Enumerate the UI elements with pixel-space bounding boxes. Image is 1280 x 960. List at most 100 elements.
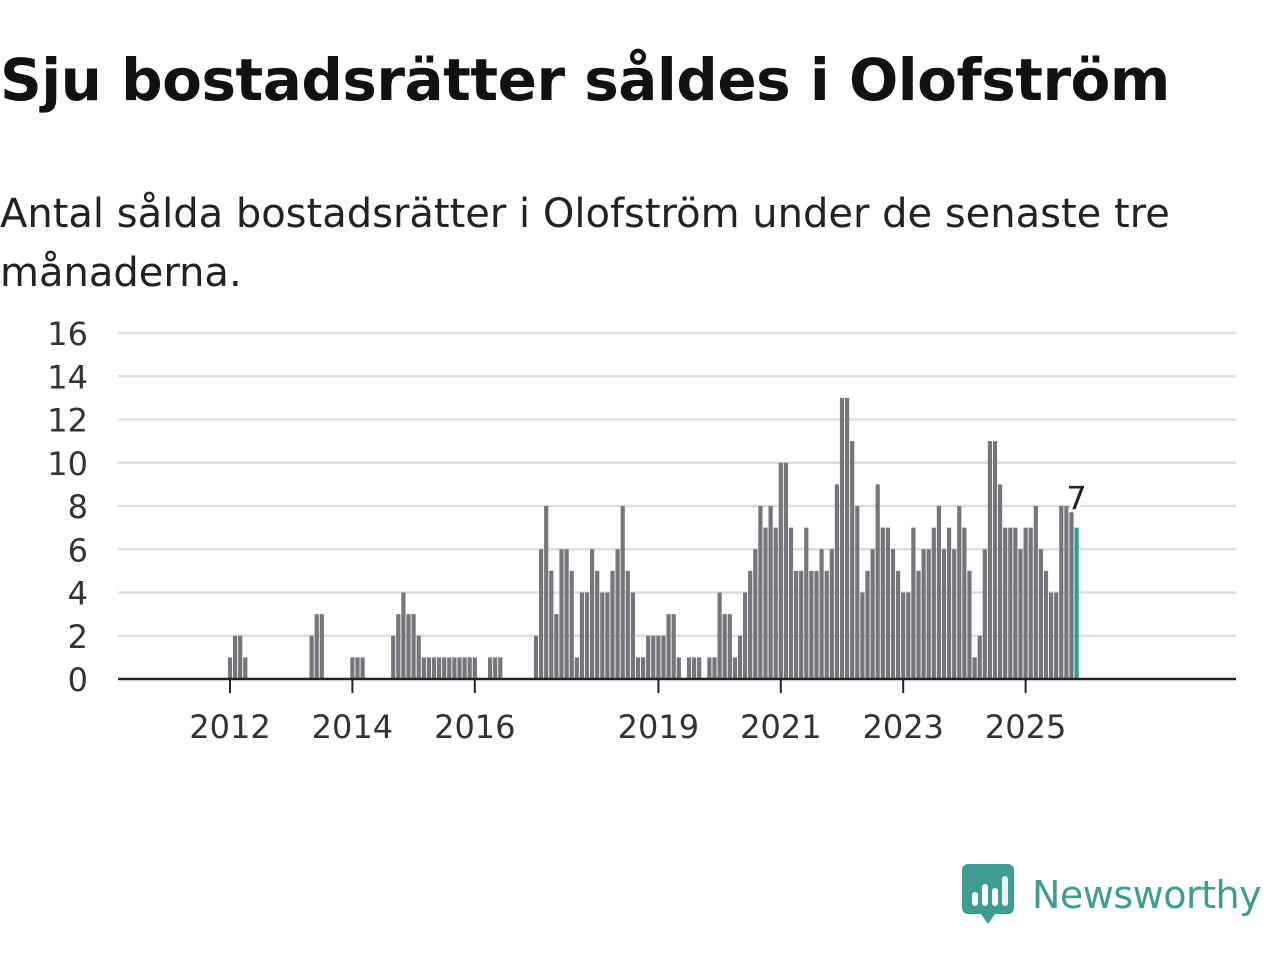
- bar: [1028, 527, 1033, 679]
- bar: [875, 484, 880, 679]
- bar: [625, 570, 630, 679]
- x-tick-label: 2021: [740, 708, 821, 746]
- bar: [406, 614, 411, 679]
- bar: [992, 441, 998, 679]
- brand-name: Newsworthy: [1032, 873, 1262, 917]
- bar: [671, 614, 676, 679]
- bar: [1049, 592, 1054, 679]
- bar: [906, 592, 911, 679]
- bar: [238, 635, 243, 679]
- bar: [309, 635, 314, 679]
- x-tick-label: 2012: [189, 708, 270, 746]
- bar: [620, 506, 625, 679]
- bar: [952, 549, 957, 679]
- bar: [916, 570, 921, 679]
- bar: [233, 635, 238, 679]
- bar: [314, 614, 319, 679]
- bar: [896, 570, 901, 679]
- y-axis-tick-labels: 0 2 4 6 8 10 12 14 16: [47, 315, 88, 699]
- bar: [676, 657, 681, 679]
- bar: [753, 549, 758, 679]
- bar: [411, 614, 416, 679]
- bar: [804, 527, 809, 679]
- bar: [564, 549, 569, 679]
- x-axis-tick-labels: 2012 2014 2016 2019 2021 2023 2025: [189, 679, 1066, 746]
- bar: [396, 614, 401, 679]
- bar: [635, 657, 641, 679]
- bar: [911, 527, 916, 679]
- bar: [982, 549, 987, 679]
- bar: [350, 657, 355, 679]
- bar: [457, 657, 462, 679]
- y-tick-label: 12: [47, 402, 88, 440]
- bar: [890, 549, 896, 679]
- bar: [610, 570, 615, 679]
- bar: [880, 527, 885, 679]
- bar: [921, 549, 926, 679]
- y-tick-label: 0: [68, 661, 88, 699]
- x-tick-label: 2014: [312, 708, 393, 746]
- bar: [768, 506, 773, 679]
- bar: [1008, 527, 1013, 679]
- bar: [1018, 549, 1023, 679]
- bar: [1043, 570, 1049, 679]
- bar: [656, 635, 661, 679]
- bar: [421, 657, 426, 679]
- bar: [569, 570, 574, 679]
- bar: [641, 657, 646, 679]
- bar: [488, 657, 493, 679]
- bar: [778, 462, 783, 679]
- bar: [319, 614, 324, 679]
- y-tick-label: 6: [68, 531, 88, 569]
- bar: [544, 506, 549, 679]
- bar: [1054, 592, 1059, 679]
- bar: [447, 657, 452, 679]
- bar: [646, 635, 651, 679]
- bar: [452, 657, 457, 679]
- bar: [936, 506, 941, 679]
- bar: [227, 657, 233, 679]
- y-tick-label: 2: [68, 618, 88, 656]
- bars: [227, 397, 1079, 679]
- x-tick-label: 2025: [985, 708, 1066, 746]
- bar: [1023, 527, 1028, 679]
- bar: [661, 635, 666, 679]
- x-tick-label: 2016: [434, 708, 515, 746]
- bar: [1064, 506, 1069, 679]
- y-tick-label: 16: [47, 315, 88, 353]
- bar: [574, 657, 579, 679]
- bar-latest: [1074, 527, 1079, 679]
- bar: [788, 527, 794, 679]
- bar: [462, 657, 467, 679]
- bar: [763, 527, 768, 679]
- x-tick-label: 2019: [618, 708, 699, 746]
- bar: [686, 657, 692, 679]
- chart-title: Sju bostadsrätter såldes i Olofström: [0, 46, 1170, 114]
- data-labels: 7: [1063, 477, 1089, 521]
- bar: [845, 397, 850, 679]
- bar: [834, 484, 839, 679]
- bar: [493, 657, 498, 679]
- bar: [870, 549, 875, 679]
- bar: [549, 570, 554, 679]
- bar: [972, 657, 977, 679]
- chart-subtitle: Antal sålda bostadsrätter i Olofström un…: [0, 191, 1170, 296]
- bar: [472, 657, 477, 679]
- newsworthy-chart-bubble-icon: [962, 864, 1014, 924]
- bar: [998, 484, 1003, 679]
- bar: [794, 570, 799, 679]
- bar: [1003, 527, 1008, 679]
- bar: [885, 527, 890, 679]
- bar: [743, 592, 748, 679]
- bar: [901, 592, 906, 679]
- bar: [426, 657, 431, 679]
- latest-value-label: 7: [1066, 480, 1086, 518]
- bar: [559, 549, 564, 679]
- bar: [442, 657, 447, 679]
- bar: [860, 592, 865, 679]
- bar: [1069, 506, 1074, 679]
- bar: [732, 657, 737, 679]
- bar: [783, 462, 788, 679]
- bar: [977, 635, 982, 679]
- bar: [987, 441, 992, 679]
